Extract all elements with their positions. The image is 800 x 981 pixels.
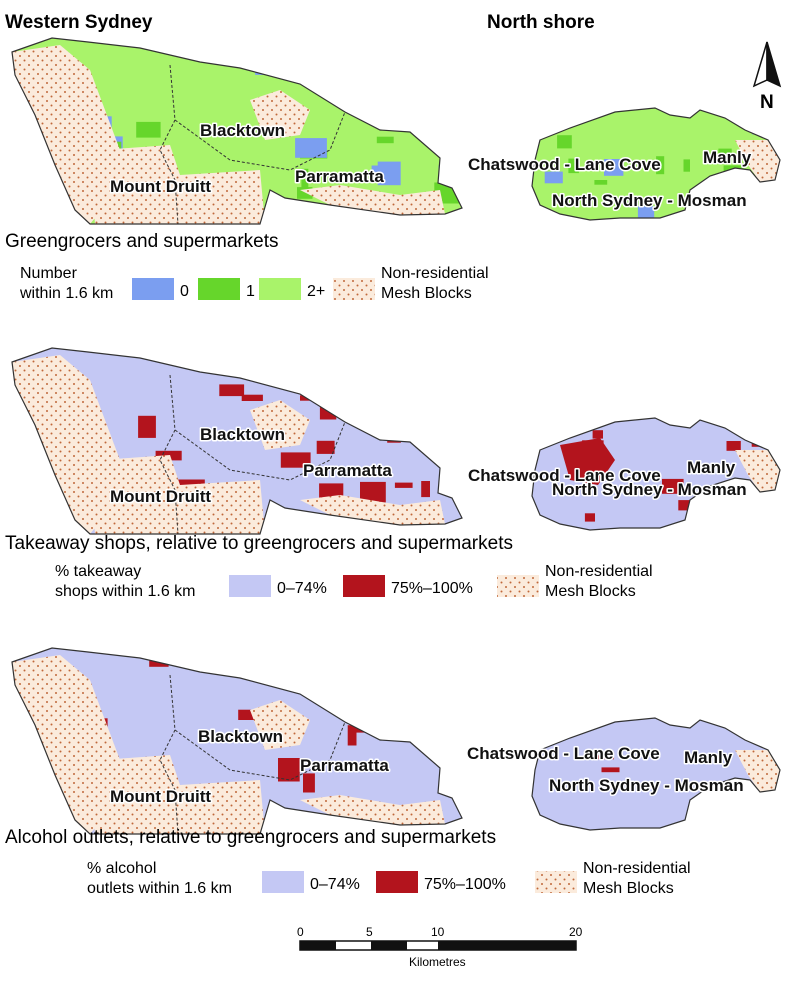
legend-swatch-high: [376, 871, 418, 893]
legend-nonres-line2: Mesh Blocks: [381, 285, 472, 302]
legend-label-line1: Number: [20, 265, 78, 282]
legend-nonres-line1: Non-residential: [381, 265, 489, 282]
legend-nonres-line2: Mesh Blocks: [583, 880, 674, 897]
scale-tick-0: 0: [297, 925, 304, 939]
place-label-parramatta: Parramatta: [295, 167, 384, 186]
place-label-mount-druitt: Mount Druitt: [110, 177, 211, 196]
legend-item-zero: 0: [180, 283, 189, 300]
takeaway-panel: Blacktown Mount Druitt Parramatta Chatswood…: [11, 347, 781, 535]
western-sydney-map: [12, 648, 462, 834]
legend-swatch-nonres: [497, 575, 539, 597]
place-label-north-sydney: North Sydney - Mosman: [552, 480, 747, 499]
legend-swatch-low: [229, 575, 271, 597]
scale-bar: 0 5 10 20 Kilometres: [297, 925, 583, 969]
legend-swatch-nonres: [535, 871, 577, 893]
legend-swatch-high: [343, 575, 385, 597]
place-label-manly: Manly: [703, 148, 752, 167]
legend-item-one: 1: [246, 283, 255, 300]
north-label: N: [760, 92, 774, 113]
western-sydney-title: Western Sydney: [5, 12, 153, 33]
legend-nonres-line2: Mesh Blocks: [545, 583, 636, 600]
place-label-north-sydney: North Sydney - Mosman: [552, 191, 747, 210]
legend-item-high: 75%–100%: [424, 876, 506, 893]
place-label-chatswood: Chatswood - Lane Cove: [468, 466, 661, 485]
place-label-mount-druitt: Mount Druitt: [110, 487, 211, 506]
legend-swatch-twoplus: [259, 278, 301, 300]
legend-label-line2: within 1.6 km: [19, 285, 113, 302]
place-label-mount-druitt: Mount Druitt: [110, 787, 211, 806]
legend-nonres-line1: Non-residential: [545, 563, 653, 580]
place-label-chatswood: Chatswood - Lane Cove: [468, 155, 661, 174]
place-label-manly: Manly: [687, 458, 736, 477]
takeaway-legend: % takeaway shops within 1.6 km 0–74% 75%…: [55, 563, 653, 600]
north-shore-title: North shore: [487, 12, 595, 33]
place-label-blacktown: Blacktown: [198, 727, 283, 746]
legend-swatch-zero: [132, 278, 174, 300]
legend-label-line2: outlets within 1.6 km: [87, 880, 232, 897]
takeaway-panel-title: Takeaway shops, relative to greengrocers…: [5, 533, 513, 554]
legend-label-line1: % alcohol: [87, 860, 156, 877]
legend-swatch-one: [198, 278, 240, 300]
greengrocers-legend: Number within 1.6 km 0 1 2+ Non-resident…: [19, 265, 489, 302]
legend-swatch-nonres: [333, 278, 375, 300]
scale-tick-5: 5: [366, 925, 373, 939]
legend-item-low: 0–74%: [277, 580, 327, 597]
legend-swatch-low: [262, 871, 304, 893]
legend-item-twoplus: 2+: [307, 283, 325, 300]
legend-nonres-line1: Non-residential: [583, 860, 691, 877]
greengrocers-panel-title: Greengrocers and supermarkets: [5, 231, 279, 252]
place-label-north-sydney: North Sydney - Mosman: [549, 776, 744, 795]
scale-unit: Kilometres: [409, 955, 466, 969]
alcohol-panel-title: Alcohol outlets, relative to greengrocer…: [5, 827, 496, 848]
scale-tick-20: 20: [569, 925, 583, 939]
place-label-chatswood: Chatswood - Lane Cove: [467, 744, 660, 763]
scale-tick-10: 10: [431, 925, 445, 939]
place-label-blacktown: Blacktown: [200, 425, 285, 444]
alcohol-panel: Blacktown Mount Druitt Parramatta Chatswood…: [11, 647, 781, 835]
legend-item-high: 75%–100%: [391, 580, 473, 597]
place-label-manly: Manly: [684, 748, 733, 767]
place-label-parramatta: Parramatta: [303, 461, 392, 480]
place-label-parramatta: Parramatta: [300, 756, 389, 775]
greengrocers-panel: Blacktown Mount Druitt Parramatta Chatswood…: [11, 37, 781, 225]
legend-item-low: 0–74%: [310, 876, 360, 893]
place-label-blacktown: Blacktown: [200, 121, 285, 140]
legend-label-line2: shops within 1.6 km: [55, 583, 196, 600]
north-shore-map: [532, 718, 780, 830]
north-arrow-icon: N: [752, 41, 782, 113]
alcohol-legend: % alcohol outlets within 1.6 km 0–74% 75…: [87, 860, 691, 897]
legend-label-line1: % takeaway: [55, 563, 141, 580]
